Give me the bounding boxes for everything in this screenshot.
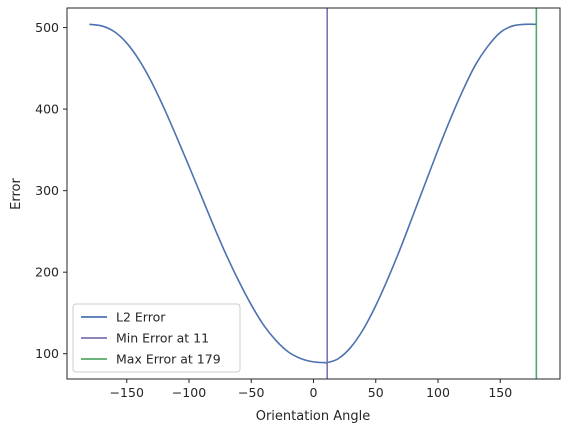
legend-label-2: Max Error at 179 <box>116 352 221 367</box>
legend-label-0: L2 Error <box>116 310 166 325</box>
y-tick-label: 300 <box>35 183 59 198</box>
x-axis-ticks: −150 −100 −50 0 50 100 150 <box>110 379 512 400</box>
x-axis-label: Orientation Angle <box>256 409 371 424</box>
y-tick-label: 200 <box>35 265 59 280</box>
x-tick-label: 150 <box>488 385 512 400</box>
legend: L2 Error Min Error at 11 Max Error at 179 <box>72 303 241 373</box>
legend-label-1: Min Error at 11 <box>116 331 209 346</box>
y-tick-label: 400 <box>35 102 59 117</box>
x-tick-label: 100 <box>426 385 450 400</box>
y-axis-label: Error <box>9 178 24 210</box>
x-tick-label: −100 <box>172 385 206 400</box>
x-tick-label: −150 <box>110 385 144 400</box>
x-tick-label: −50 <box>238 385 264 400</box>
y-axis-ticks: 100 200 300 400 500 <box>35 20 67 361</box>
x-tick-label: 0 <box>310 385 318 400</box>
y-tick-label: 100 <box>35 346 59 361</box>
series-layer <box>89 23 537 364</box>
y-tick-label: 500 <box>35 20 59 35</box>
vline-layer <box>326 8 538 379</box>
series-line-0 <box>89 23 537 364</box>
x-tick-label: 50 <box>368 385 384 400</box>
legend-box <box>72 303 241 373</box>
